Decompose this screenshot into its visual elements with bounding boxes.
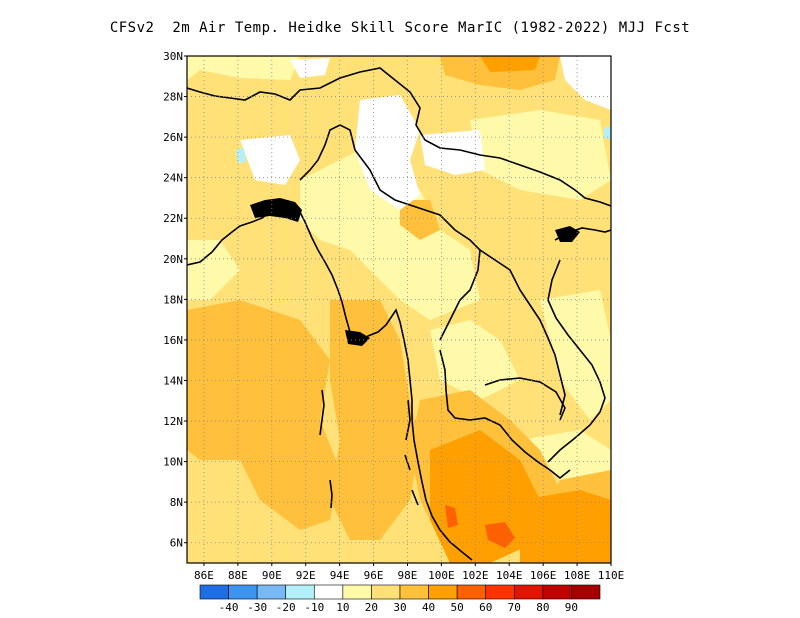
longitude-label: 86E	[194, 569, 214, 582]
border-cambodia	[484, 377, 566, 421]
longitude-label: 98E	[398, 569, 418, 582]
colorbar-swatch	[199, 584, 229, 600]
fill-region-white	[355, 95, 420, 210]
fill-region-10-20	[520, 430, 611, 480]
latitude-labels: 30N 28N 26N 24N 22N 20N 18N 16N 14N 12N 10N 8N 6N	[163, 50, 187, 550]
fill-region-white	[240, 135, 300, 185]
longitude-label: 110E	[598, 569, 625, 582]
colorbar-label: 80	[536, 601, 549, 614]
colorbar-swatch	[485, 584, 515, 600]
ganges-delta	[250, 198, 302, 222]
colorbar-swatch	[399, 584, 429, 600]
latitude-label: 6N	[170, 537, 183, 550]
colorbar-swatch	[228, 584, 258, 600]
colorbar-swatch	[571, 584, 601, 600]
colorbar	[199, 584, 601, 600]
longitude-label: 102E	[462, 569, 489, 582]
colorbar-swatch	[542, 584, 572, 600]
border-laos	[479, 249, 566, 416]
longitude-label: 92E	[296, 569, 316, 582]
latitude-label: 28N	[163, 91, 183, 104]
colorbar-swatch	[256, 584, 287, 600]
contour-fill-layer	[187, 56, 611, 563]
colorbar-label: -20	[276, 601, 296, 614]
fill-region-white	[560, 56, 611, 110]
longitude-label: 104E	[496, 569, 523, 582]
coastline-andaman	[319, 389, 333, 509]
map-title: CFSv2 2m Air Temp. Heidke Skill Score Ma…	[109, 20, 691, 36]
fill-region-light-blue	[604, 126, 611, 140]
colorbar-label: -10	[304, 601, 324, 614]
irrawaddy-delta	[345, 330, 370, 346]
colorbar-label: 10	[336, 601, 349, 614]
longitude-label: 88E	[228, 569, 248, 582]
fill-region-30-40	[400, 200, 440, 240]
fill-region-40-50	[480, 56, 540, 72]
colorbar-label: 70	[508, 601, 521, 614]
border-northern	[187, 67, 611, 207]
coastline-islands	[404, 399, 419, 506]
longitude-label: 90E	[262, 569, 282, 582]
colorbar-swatch	[285, 584, 315, 600]
colorbar-label: 60	[479, 601, 492, 614]
colorbar-label: 30	[393, 601, 406, 614]
longitude-label: 100E	[428, 569, 455, 582]
colorbar-label: -30	[247, 601, 267, 614]
red-river-delta	[555, 226, 580, 242]
colorbar-swatch	[313, 584, 344, 600]
fill-region-white	[290, 58, 330, 78]
colorbar-swatch	[513, 584, 544, 600]
fill-region-50-60	[445, 505, 458, 528]
latitude-label: 26N	[163, 131, 183, 144]
fill-region-30-40	[187, 300, 340, 530]
coastline-thai-gulf	[439, 349, 571, 480]
latitude-label: 14N	[163, 374, 183, 387]
longitude-label: 96E	[364, 569, 384, 582]
colorbar-label: 20	[365, 601, 378, 614]
colorbar-label: -40	[219, 601, 239, 614]
longitude-label: 94E	[330, 569, 350, 582]
border-myanmar	[354, 149, 481, 341]
colorbar-label: 90	[565, 601, 578, 614]
colorbar-swatch	[342, 584, 372, 600]
plot-frame	[186, 55, 612, 564]
latitude-label: 10N	[163, 456, 183, 469]
latitude-label: 12N	[163, 415, 183, 428]
latitude-label: 24N	[163, 172, 183, 185]
fill-region-10-20	[187, 56, 300, 80]
grid-lines	[187, 56, 611, 563]
fill-region-white	[420, 130, 485, 175]
fill-region-30-40	[330, 300, 420, 540]
latitude-label: 18N	[163, 293, 183, 306]
colorbar-swatch	[428, 584, 458, 600]
fill-region-40-50	[520, 490, 611, 563]
latitude-label: 20N	[163, 253, 183, 266]
colorbar-label: 40	[422, 601, 435, 614]
colorbar-labels: -40 -30 -20 -10 10 20 30 40 50 60 70 80 90	[219, 601, 578, 614]
latitude-label: 8N	[170, 496, 183, 509]
fill-region-40-50	[430, 430, 540, 563]
longitude-labels: 86E 88E 90E 92E 94E 96E 98E 100E 102E 104E 106E 108…	[194, 563, 624, 582]
longitude-label: 106E	[530, 569, 557, 582]
fill-region-50-60	[485, 522, 515, 548]
longitude-label: 108E	[564, 569, 591, 582]
colorbar-swatch	[456, 584, 487, 600]
delta-layer	[250, 198, 580, 346]
colorbar-swatch	[371, 584, 401, 600]
colorbar-label: 50	[451, 601, 464, 614]
fill-region-10-20	[187, 240, 240, 300]
latitude-label: 16N	[163, 334, 183, 347]
latitude-label: 22N	[163, 212, 183, 225]
latitude-label: 30N	[163, 50, 183, 63]
fill-region-10-20	[540, 290, 611, 420]
fill-region-10-20	[300, 150, 480, 320]
fill-region-light-blue	[236, 148, 246, 163]
